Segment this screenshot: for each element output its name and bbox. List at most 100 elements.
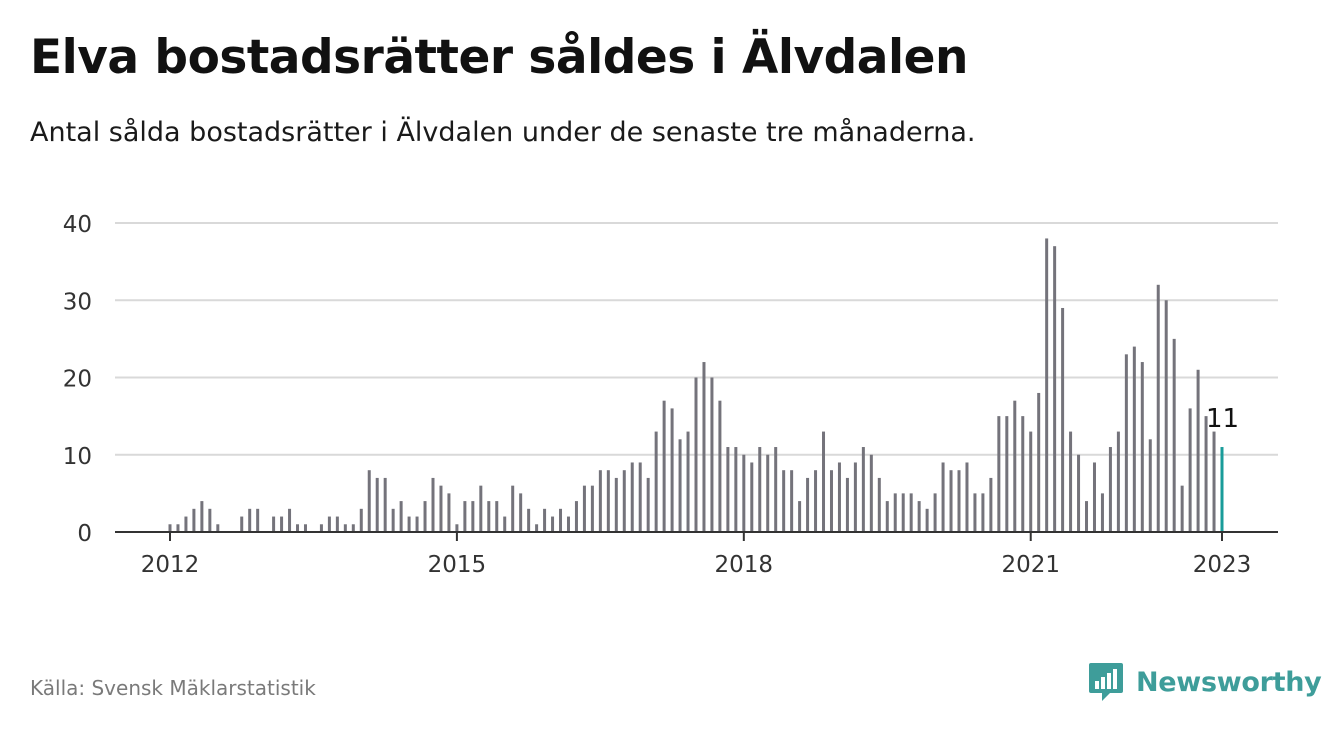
bar	[1069, 431, 1073, 532]
bar	[630, 462, 634, 532]
bar	[272, 516, 276, 532]
bar	[1164, 300, 1168, 532]
bar	[1140, 362, 1144, 532]
bar	[1061, 307, 1065, 532]
bar	[1212, 431, 1216, 532]
bar	[471, 501, 475, 532]
bar	[973, 493, 977, 532]
bar	[606, 470, 610, 532]
bar	[359, 508, 363, 532]
bar	[192, 508, 196, 532]
bar	[989, 477, 993, 532]
bar	[782, 470, 786, 532]
bar	[662, 400, 666, 532]
bar	[280, 516, 284, 532]
bar	[822, 431, 826, 532]
bar	[415, 516, 419, 532]
bar	[248, 508, 252, 532]
bar	[200, 501, 204, 532]
bar	[1124, 354, 1128, 532]
bar	[367, 470, 371, 532]
bar	[750, 462, 754, 532]
bar	[686, 431, 690, 532]
bar	[240, 516, 244, 532]
bar	[1132, 346, 1136, 532]
bar	[319, 524, 323, 532]
bar	[997, 416, 1001, 532]
bar	[1005, 416, 1009, 532]
bar	[511, 485, 515, 532]
bar	[176, 524, 180, 532]
bar	[407, 516, 411, 532]
bar	[1196, 369, 1200, 532]
bar	[981, 493, 985, 532]
bar	[551, 516, 555, 532]
bar	[766, 454, 770, 532]
x-tick-label: 2012	[141, 552, 200, 578]
bar	[184, 516, 188, 532]
bar	[1029, 431, 1033, 532]
bar	[1188, 408, 1192, 532]
bar	[718, 400, 722, 532]
bar	[814, 470, 818, 532]
bar	[949, 470, 953, 532]
bar	[375, 477, 379, 532]
x-tick-label: 2021	[1001, 552, 1060, 578]
bar	[1021, 416, 1025, 532]
bar	[1045, 238, 1049, 532]
bar	[925, 508, 929, 532]
bar	[1077, 454, 1081, 532]
bar	[742, 454, 746, 532]
bar	[1148, 439, 1152, 532]
bar	[1100, 493, 1104, 532]
bar	[256, 508, 260, 532]
bar	[654, 431, 658, 532]
bar	[646, 477, 650, 532]
bar	[423, 501, 427, 532]
bar	[790, 470, 794, 532]
bar	[351, 524, 355, 532]
bar	[1108, 447, 1112, 532]
bar	[439, 485, 443, 532]
y-tick-label: 20	[63, 367, 92, 393]
bar	[965, 462, 969, 532]
bar	[559, 508, 563, 532]
bar	[1037, 392, 1041, 532]
bar	[208, 508, 212, 532]
y-tick-label: 0	[77, 521, 92, 547]
bar	[798, 501, 802, 532]
x-tick-label: 2015	[428, 552, 487, 578]
bar	[566, 516, 570, 532]
bar	[447, 493, 451, 532]
bar	[893, 493, 897, 532]
chart-subtitle: Antal sålda bostadsrätter i Älvdalen und…	[30, 117, 976, 148]
bar	[343, 524, 347, 532]
brand-name: Newsworthy	[1136, 666, 1322, 698]
y-tick-label: 40	[63, 212, 92, 238]
bar	[391, 508, 395, 532]
newsworthy-logo[interactable]: Newsworthy	[1088, 661, 1322, 703]
bar	[885, 501, 889, 532]
bar	[734, 447, 738, 532]
bar	[1013, 400, 1017, 532]
bar	[1116, 431, 1120, 532]
bar	[1172, 338, 1176, 532]
bar	[574, 501, 578, 532]
bar	[168, 524, 172, 532]
bar	[774, 447, 778, 532]
x-tick-label: 2023	[1193, 552, 1252, 578]
source-note: Källa: Svensk Mäklarstatistik	[30, 676, 316, 700]
bar	[957, 470, 961, 532]
y-tick-label: 30	[63, 289, 92, 315]
bar	[503, 516, 507, 532]
bar	[590, 485, 594, 532]
bar	[861, 447, 865, 532]
newsworthy-logo-icon	[1089, 663, 1123, 701]
bar	[901, 493, 905, 532]
bar	[1092, 462, 1096, 532]
bar	[296, 524, 300, 532]
bar	[941, 462, 945, 532]
bar	[487, 501, 491, 532]
bar	[670, 408, 674, 532]
bar	[335, 516, 339, 532]
